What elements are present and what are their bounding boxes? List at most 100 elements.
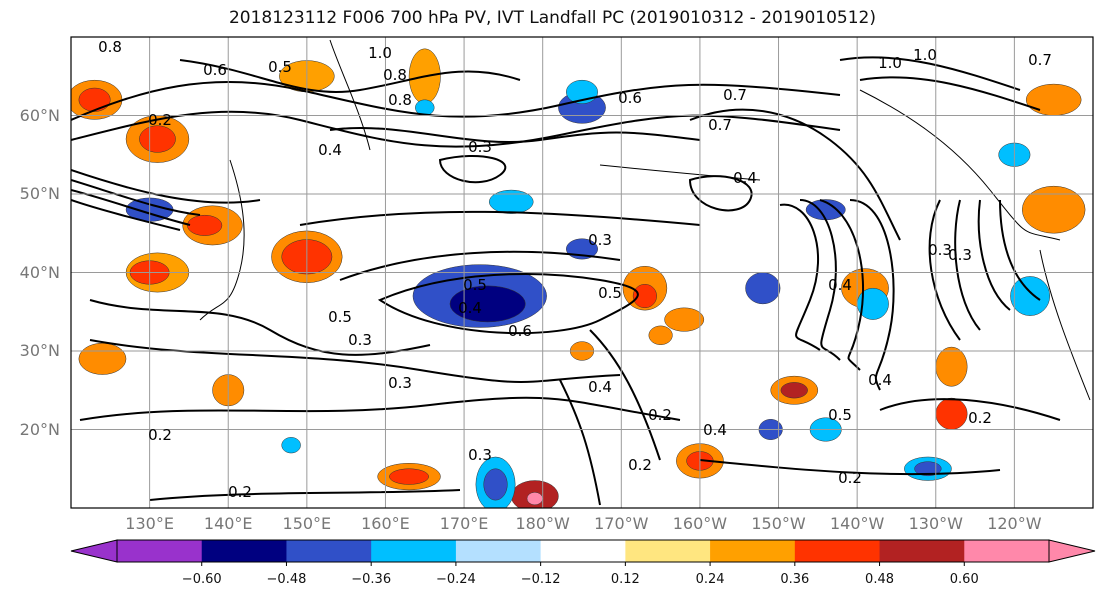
longitude-label: 160°E [361,514,410,533]
colorbar-segment [117,540,203,562]
contour-line [589,329,661,461]
colorbar-tick-label: 0.48 [865,572,894,587]
colorbar-tick-label: −0.24 [435,572,476,587]
contour-label: 0.5 [598,284,622,302]
contour-line [329,126,701,144]
contour-label: 0.3 [948,246,972,264]
coastline [199,159,245,321]
contour-label: 0.5 [268,58,292,76]
latitude-label: 50°N [19,184,60,203]
longitude-label: 170°E [439,514,489,533]
contour-line [377,273,639,335]
pv-shaded-region [745,272,781,305]
longitude-label: 180°W [515,514,570,533]
contour-label: 0.4 [868,371,892,389]
contour-label: 0.6 [203,61,227,79]
contour-label: 0.6 [618,89,642,107]
contour-label: 0.2 [968,409,992,427]
contour-label: 0.7 [723,86,747,104]
contour-line [79,396,681,421]
contour-label: 0.5 [328,308,352,326]
pv-shaded-region [483,468,508,501]
contour-label: 0.3 [348,331,372,349]
contour-label: 0.7 [708,116,732,134]
pv-shaded-region [281,437,301,454]
colorbar-tick-label: −0.60 [181,572,222,587]
contour-line [438,154,507,184]
contour-line [149,489,461,501]
contour-line [89,299,431,356]
map-title: 2018123112 F006 700 hPa PV, IVT Landfall… [228,8,876,28]
contour-label: 0.2 [228,483,252,501]
contour-line [689,108,901,241]
contour-line [849,199,895,391]
contour-label: 0.4 [733,169,757,187]
longitude-label: 160°W [672,514,728,533]
contour-label: 0.4 [588,378,612,396]
contour-line [779,203,821,351]
pv-shaded-region [648,325,673,345]
map-plot-area: 0.8 1.0 0.6 0.5 0.8 0.7 0.2 0.4 0.3 0.6 0.7 1.0 0.7 0… [71,37,1093,508]
colorbar-tick-label: 0.36 [780,572,810,587]
contour-line [71,199,181,231]
longitude-label: 130°E [125,514,174,533]
colorbar-tick-label: −0.48 [266,572,307,587]
contour-line [699,459,1001,476]
latitude-label: 60°N [19,105,60,125]
contour-line [339,250,621,281]
colorbar-extend-low [70,539,118,563]
pv-shaded-region [935,397,968,430]
pv-shaded-region [914,461,942,477]
contour-line [859,76,1041,111]
contour-line [71,179,201,216]
contour-line [179,59,521,94]
contour-line [299,210,701,226]
latitude-label: 30°N [19,341,60,360]
pv-shaded-region [1021,185,1086,234]
contour-line [954,199,981,331]
contour-label: 1.0 [368,44,392,62]
colorbar [70,539,1096,566]
longitude-label: 170°W [594,514,649,533]
contour-label: 0.3 [388,374,412,392]
colorbar-segment [371,540,457,562]
contour-line [819,199,864,371]
colorbar-segment [964,540,1050,562]
coastline [599,164,761,181]
longitude-label: 140°E [203,514,253,533]
pv-shaded-region [780,382,808,399]
contour-line [799,199,841,361]
contour-line [977,199,1011,311]
colorbar-frame [116,539,1050,563]
pv-shaded-region [78,87,111,112]
contour-line [839,56,1021,91]
colorbar-segment [201,540,287,562]
contour-label: 0.5 [463,276,487,294]
pv-shaded-region [935,346,968,387]
plot-frame [70,36,1094,509]
contour-label: 0.2 [648,406,672,424]
contour-label: 0.4 [703,421,727,439]
contour-label: 0.3 [928,241,952,259]
contour-label: 0.8 [383,66,407,84]
coastline [1039,249,1091,401]
coastline [859,89,1061,241]
contour-label: 0.2 [628,456,652,474]
colorbar-segment [710,540,796,562]
contour-label: 0.3 [468,138,492,156]
coastline-layer [199,39,1091,401]
contour-label: 0.4 [318,141,342,159]
latitude-label: 20°N [19,419,60,439]
contour-labels: 0.8 1.0 0.6 0.5 0.8 0.7 0.2 0.4 0.3 0.6 0.7 1.0 0.7 0… [98,38,1052,501]
colorbar-segment [879,540,965,562]
longitude-label: 140°W [829,514,885,533]
pv-shaded-region [389,468,429,485]
pv-shaded-region [488,189,534,214]
contour-line [999,199,1041,301]
contour-label: 0.4 [828,276,852,294]
pv-shaded-region [139,125,176,153]
colorbar-segment [625,540,711,562]
colorbar-tick-label: 0.12 [610,572,640,587]
pv-shaded-region [449,285,526,323]
gridlines [71,37,1093,508]
